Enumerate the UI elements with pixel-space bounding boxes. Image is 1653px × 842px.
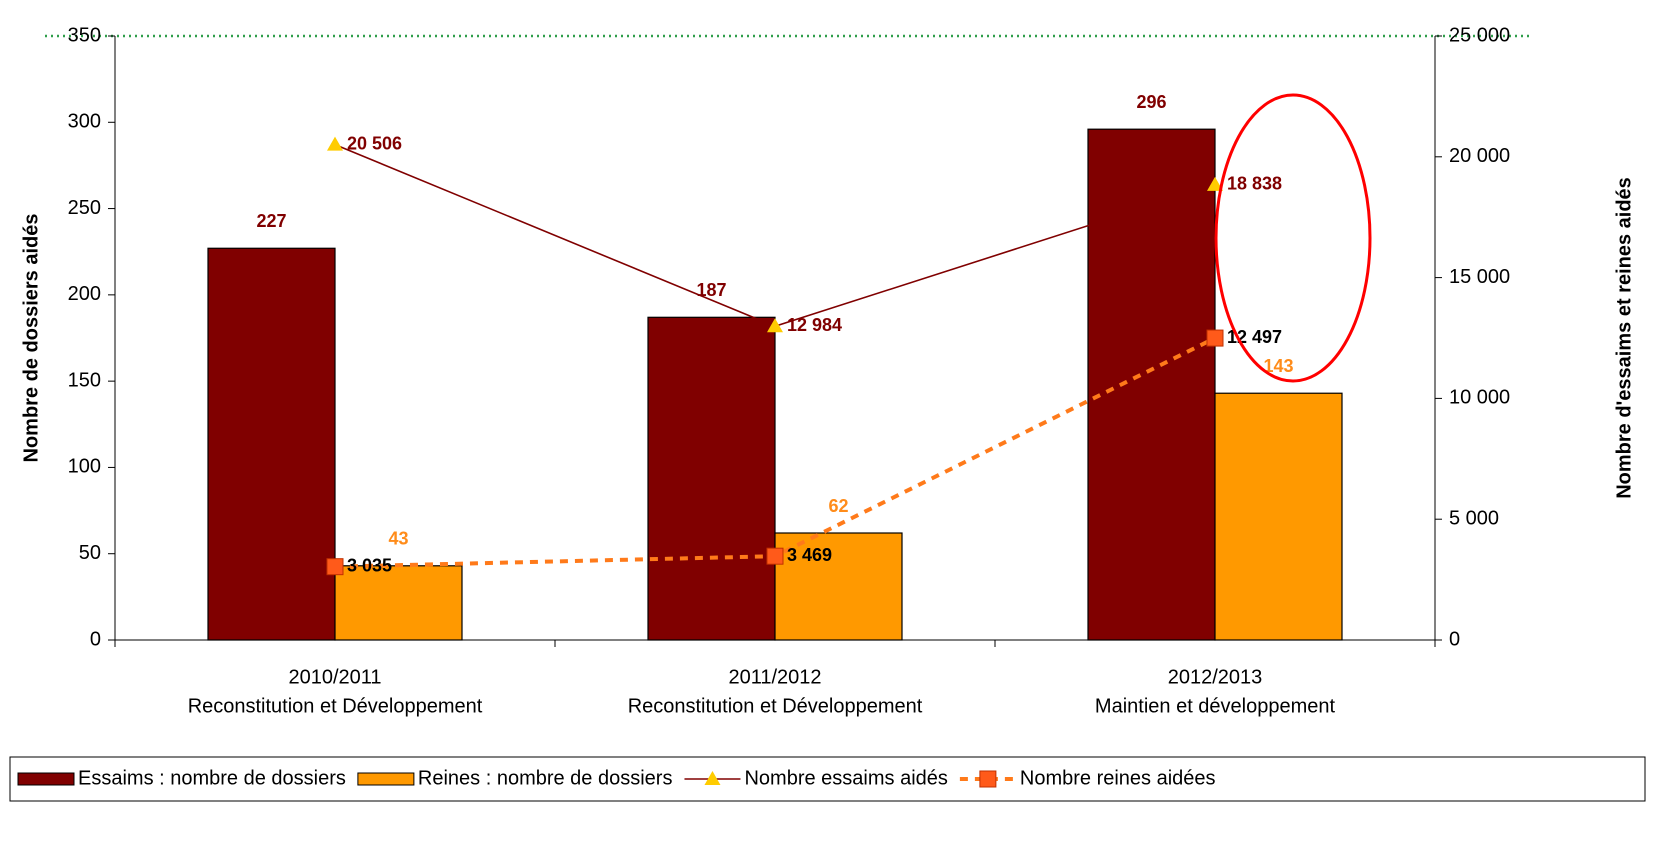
legend-label: Nombre essaims aidés	[744, 767, 947, 789]
marker	[326, 558, 344, 576]
line-value-label: 12 984	[787, 315, 842, 335]
line-value-label: 18 838	[1227, 174, 1282, 194]
bar	[1087, 128, 1216, 641]
legend-marker	[979, 770, 997, 788]
line	[334, 143, 1216, 328]
y2-tick-label: 5 000	[1449, 507, 1499, 529]
legend-label: Essaims : nombre de dossiers	[78, 767, 346, 789]
legend-swatch	[17, 772, 75, 786]
y2-axis-title: Nombre d'essaims et reines aidés	[1613, 177, 1635, 499]
marker	[1206, 329, 1224, 347]
line-value-label: 3 035	[347, 555, 392, 575]
legend-marker	[704, 771, 721, 785]
line-value-label: 20 506	[347, 133, 402, 153]
plot: 0 50 100 150 200 250 300 350 0 5 000 10 000 15 000 2…	[68, 24, 1511, 717]
y-tick-label: 350	[68, 24, 101, 46]
y-axis-title: Nombre de dossiers aidés	[20, 214, 42, 463]
x-tick-label: Reconstitution et Développement	[188, 695, 483, 717]
y2-tick-label: 0	[1449, 628, 1460, 650]
bar	[1214, 392, 1343, 641]
bar-value-label: 296	[1136, 92, 1166, 112]
y-tick-label: 50	[79, 542, 101, 564]
x-tick-label: Maintien et développement	[1095, 695, 1336, 717]
legend-label: Nombre reines aidées	[1020, 767, 1216, 789]
bar	[207, 247, 336, 641]
bar	[774, 532, 903, 641]
y2-tick-label: 20 000	[1449, 145, 1510, 167]
y2-tick-label: 25 000	[1449, 24, 1510, 46]
x-tick-label: 2011/2012	[728, 666, 821, 688]
marker	[766, 547, 784, 565]
bar	[334, 565, 463, 641]
bar-value-label: 187	[696, 280, 726, 300]
y-tick-label: 200	[68, 283, 101, 305]
marker	[767, 318, 783, 333]
legend-box	[9, 756, 1646, 802]
y-tick-label: 0	[90, 628, 101, 650]
bar-value-label: 227	[256, 211, 286, 231]
x-tick-label: 2010/2011	[288, 666, 381, 688]
bar	[647, 316, 776, 641]
legend-swatch	[357, 772, 415, 786]
bar-value-label: 62	[828, 496, 848, 516]
marker	[1207, 176, 1223, 191]
x-tick-label: 2012/2013	[1168, 666, 1263, 688]
y-tick-label: 100	[68, 456, 101, 478]
line-value-label: 3 469	[787, 545, 832, 565]
marker	[327, 136, 343, 151]
y2-tick-label: 10 000	[1449, 387, 1510, 409]
highlight-ellipse	[1214, 93, 1372, 383]
legend-label: Reines : nombre de dossiers	[418, 767, 673, 789]
y-tick-label: 250	[68, 197, 101, 219]
y2-tick-label: 15 000	[1449, 266, 1510, 288]
y-tick-label: 300	[68, 111, 101, 133]
x-tick-label: Reconstitution et Développement	[628, 695, 923, 717]
y-tick-label: 150	[68, 369, 101, 391]
bar-value-label: 43	[388, 529, 408, 549]
bar-value-label: 143	[1263, 356, 1293, 376]
